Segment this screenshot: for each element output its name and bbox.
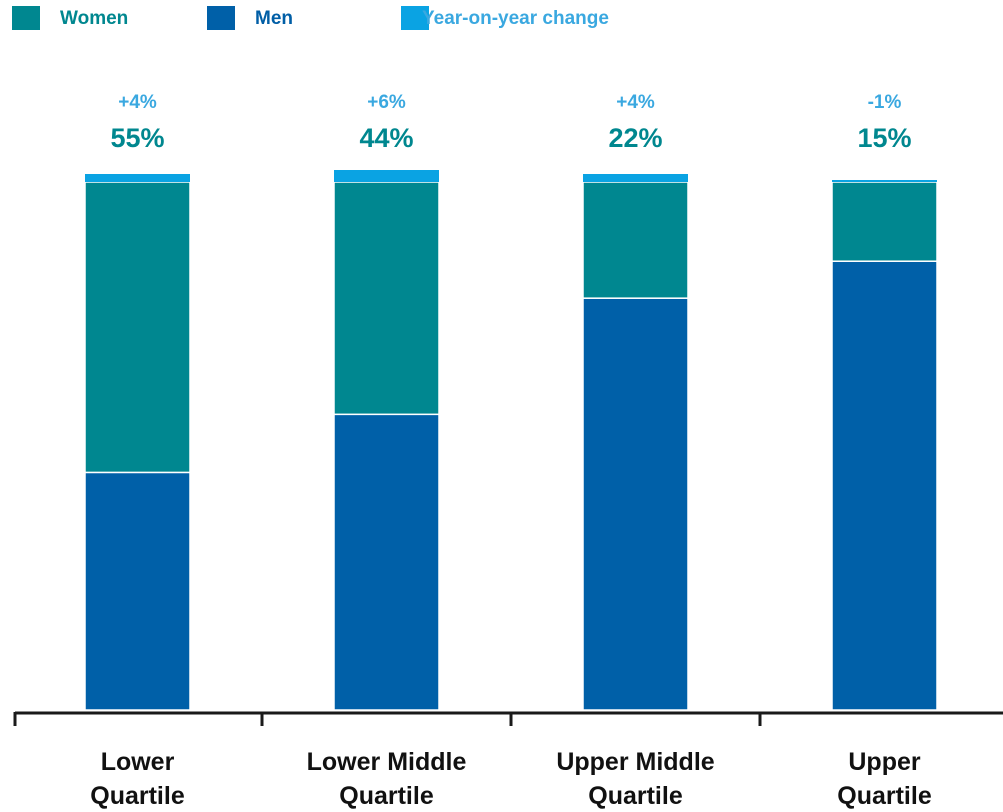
legend-swatch: [401, 6, 429, 30]
change-label: -1%: [868, 92, 902, 113]
change-strip: [334, 170, 439, 182]
change-strip: [85, 174, 190, 182]
change-label: +4%: [118, 92, 157, 113]
x-tick-label: Lower Middle Quartile: [307, 748, 467, 810]
women-label: 55%: [110, 123, 164, 153]
change-strip: [832, 180, 937, 182]
x-tick-label: Upper Quartile: [837, 748, 932, 810]
bar-segment: [333, 181, 440, 416]
x-tick-label-line: Quartile: [339, 782, 434, 810]
bar-segment: [333, 413, 440, 711]
x-tick-label: Lower Quartile: [90, 748, 185, 810]
x-tick-label-line: Lower Middle: [307, 748, 467, 776]
legend-label: Year-on-year change: [422, 8, 609, 29]
change-label: +4%: [616, 92, 655, 113]
bar-segment: [84, 471, 191, 711]
bar-segment: [84, 181, 191, 474]
legend-label: Women: [60, 8, 128, 29]
bar-segment: [582, 181, 689, 299]
x-tick-label-line: Upper Middle: [556, 748, 714, 776]
women-label: 44%: [359, 123, 413, 153]
x-tick-label-line: Quartile: [837, 782, 932, 810]
legend-label: Men: [255, 8, 293, 29]
change-label: +6%: [367, 92, 406, 113]
x-tick-label-line: Lower: [101, 748, 175, 776]
x-tick-label: Upper Middle Quartile: [556, 748, 714, 810]
x-tick-label-line: Quartile: [90, 782, 185, 810]
change-strip: [583, 174, 688, 182]
bar-segment: [831, 260, 938, 711]
legend-swatch: [207, 6, 235, 30]
x-tick-label-line: Quartile: [588, 782, 683, 810]
bar-segment: [831, 181, 938, 262]
x-tick-label-line: Upper: [848, 748, 921, 776]
women-label: 15%: [857, 123, 911, 153]
bar-segment: [582, 297, 689, 711]
women-label: 22%: [608, 123, 662, 153]
legend-swatch: [12, 6, 40, 30]
